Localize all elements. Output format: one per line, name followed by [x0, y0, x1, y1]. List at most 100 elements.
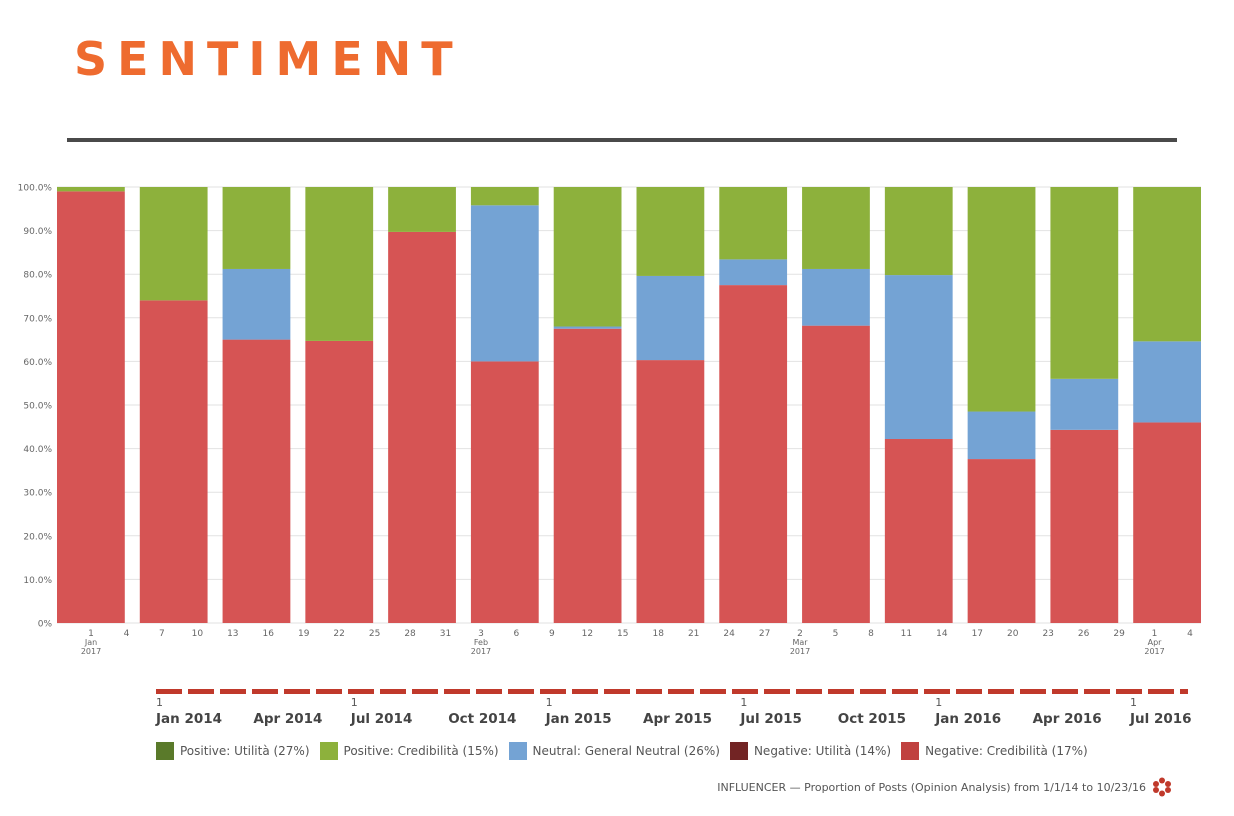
bar-segment	[1133, 187, 1201, 342]
title-divider	[67, 138, 1177, 142]
bar-segment	[719, 259, 788, 286]
x-tick-label: 11	[901, 629, 912, 639]
y-tick-label: 100.0%	[18, 184, 53, 194]
legend-swatch	[319, 742, 338, 760]
timeline-axis: 1 Jan 2014 Apr 2014 1 Jul 2014 Oct 2014 1 Jan 2…	[0, 696, 1234, 736]
bar-segment	[967, 459, 1036, 623]
bar-segment	[388, 187, 456, 232]
timeline-tick: 1 Jan 2016	[935, 696, 1001, 728]
bar-segment	[553, 328, 622, 623]
legend-item[interactable]: Negative: Utilità (14%)	[729, 742, 891, 760]
flower-logo-icon	[1153, 777, 1171, 797]
x-tick-label: 10	[192, 629, 204, 639]
legend-swatch	[156, 742, 174, 760]
timeline-tick: 1 Jul 2015	[740, 696, 802, 728]
timeline-tick-day: 1	[156, 696, 163, 709]
legend-swatch	[508, 742, 527, 760]
y-tick-label: 10.0%	[23, 576, 52, 586]
timeline-tick: 1 Jan 2015	[546, 696, 612, 728]
x-tick-label: 21	[688, 629, 699, 639]
x-tick-year: 2017	[81, 647, 101, 656]
timeline-tick-day: 1	[1130, 696, 1137, 709]
x-tick-label: 24	[723, 629, 735, 639]
y-tick-label: 90.0%	[23, 227, 52, 237]
bar-segment	[1050, 429, 1119, 623]
timeline-tick-label: Apr 2016	[1032, 711, 1102, 727]
timeline-tick-day: 1	[740, 696, 748, 709]
timeline-tick-label: Jul 2016	[1130, 711, 1192, 727]
x-tick-label: 31	[440, 629, 451, 639]
legend-item[interactable]: Positive: Credibilità (15%)	[319, 742, 499, 760]
bar-segment	[1050, 378, 1119, 430]
y-tick-label: 50.0%	[23, 402, 52, 412]
legend-swatch	[901, 742, 920, 760]
timeline-tick: Oct 2014	[448, 696, 516, 728]
legend-item[interactable]: Negative: Credibilità (17%)	[901, 742, 1088, 760]
bar-segment	[470, 361, 539, 623]
timeline-tick-day: 1	[545, 696, 553, 709]
legend-label: Negative: Credibilità (17%)	[925, 744, 1088, 758]
timeline-tick-day: 1	[935, 696, 943, 709]
timeline-range-bar[interactable]	[156, 689, 1188, 694]
timeline-tick: 1 Jul 2014	[351, 696, 413, 728]
legend-label: Positive: Credibilità (15%)	[343, 744, 499, 758]
bar-segment	[1050, 187, 1119, 379]
bar-segment	[57, 187, 125, 192]
legend-item[interactable]: Neutral: General Neutral (26%)	[508, 742, 720, 760]
x-tick-label: 20	[1007, 629, 1019, 639]
timeline-tick-label: Jan 2014	[156, 711, 223, 727]
y-tick-label: 20.0%	[23, 532, 52, 542]
bar-segment	[139, 187, 208, 301]
x-tick-label: 22	[333, 629, 344, 639]
x-tick-label: 29	[1113, 629, 1125, 639]
timeline-tick-day	[643, 696, 712, 710]
x-tick-year: 2017	[790, 647, 810, 656]
legend-item[interactable]: Positive: Utilità (27%)	[156, 742, 310, 760]
x-tick-label: 16	[263, 629, 275, 639]
x-tick-label: 2	[797, 629, 803, 639]
footer: INFLUENCER — Proportion of Posts (Opinio…	[717, 777, 1172, 797]
bar-segment	[305, 187, 374, 341]
timeline-tick: Oct 2015	[838, 696, 906, 728]
legend: Positive: Utilità (27%) Positive: Credibi…	[156, 742, 1088, 760]
bar-segment	[470, 205, 539, 362]
timeline-tick-label: Oct 2014	[448, 711, 517, 727]
x-tick-label: 4	[1187, 629, 1193, 639]
x-tick-label: 17	[972, 629, 983, 639]
x-tick-month: Jan	[84, 638, 97, 647]
x-tick-month: Apr	[1148, 638, 1163, 647]
bar-segment	[222, 187, 291, 269]
x-tick-year: 2017	[1144, 647, 1164, 656]
bar-segment	[470, 187, 539, 206]
x-tick-label: 5	[833, 629, 839, 639]
x-tick-label: 1	[1152, 629, 1158, 639]
bar-segment	[388, 231, 456, 623]
x-tick-label: 7	[159, 629, 165, 639]
bar-segment	[719, 187, 788, 260]
timeline-tick: 1 Jan 2014	[156, 696, 222, 728]
x-tick-label: 26	[1078, 629, 1090, 639]
x-tick-label: 27	[759, 629, 770, 639]
timeline-tick-day: 1	[350, 696, 358, 709]
page-title: SENTIMENT	[74, 32, 463, 86]
timeline-tick-label: Apr 2014	[253, 711, 323, 727]
bar-segment	[802, 268, 870, 326]
bar-segment	[967, 187, 1036, 412]
bar-segment	[1133, 341, 1201, 423]
x-tick-label: 14	[936, 629, 948, 639]
x-tick-label: 8	[868, 629, 874, 639]
bar-segment	[884, 439, 953, 623]
timeline-tick: Apr 2014	[253, 696, 322, 728]
stacked-bar-chart: 0% 10.0% 20.0% 30.0% 40.0% 50.0% 60.0% 70.0% 80.…	[18, 184, 1201, 656]
x-tick-label: 6	[514, 629, 520, 639]
bar-segment	[139, 300, 208, 623]
x-tick-month: Mar	[792, 638, 808, 647]
bar-segment	[305, 340, 374, 623]
timeline-tick-label: Jul 2014	[350, 711, 413, 727]
bar-segment	[1133, 422, 1201, 623]
timeline-tick-day	[253, 696, 322, 710]
x-tick-label: 23	[1042, 629, 1053, 639]
x-tick-label: 3	[478, 629, 484, 639]
timeline-tick: 1 Jul 2016	[1130, 696, 1192, 728]
timeline-tick-day	[448, 696, 516, 710]
